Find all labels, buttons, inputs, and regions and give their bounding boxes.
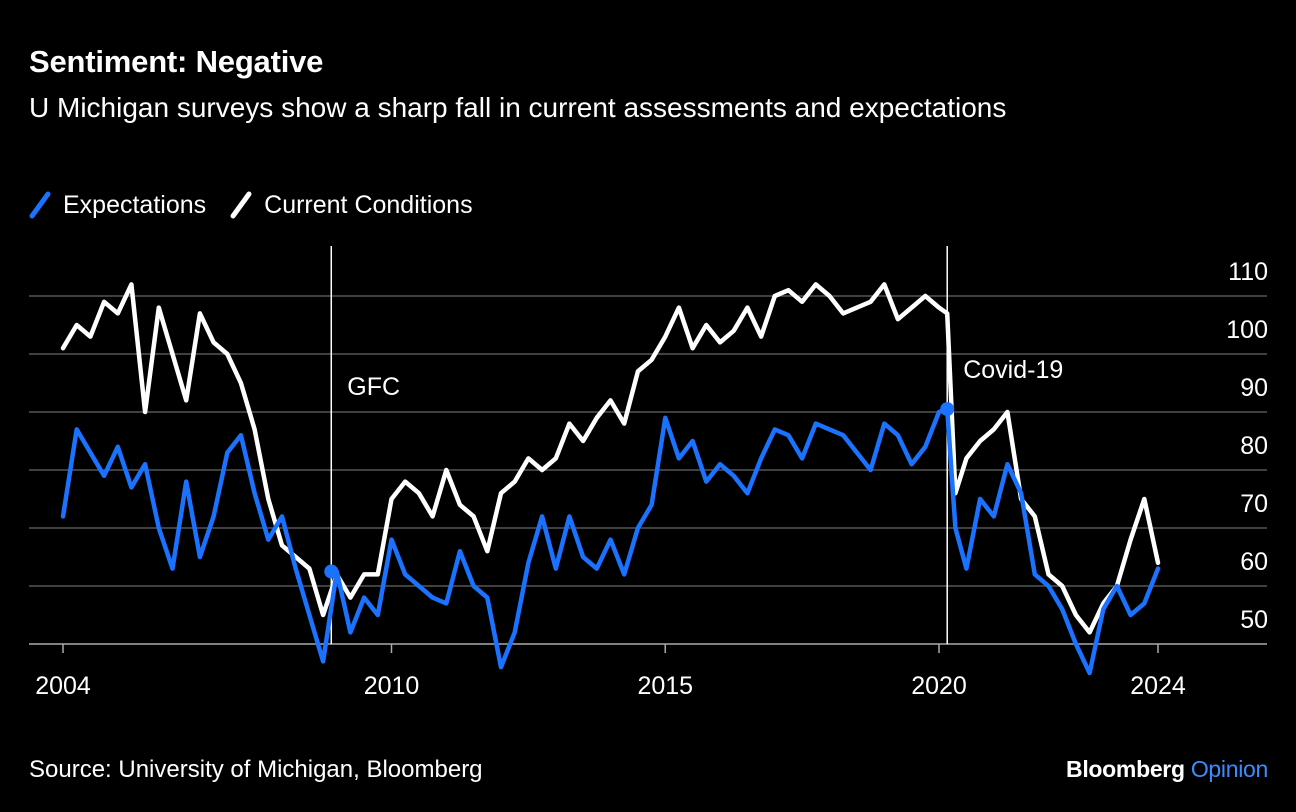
current-conditions-swatch-icon (230, 191, 252, 219)
legend-label-current-conditions: Current Conditions (264, 190, 473, 219)
y-tick-label: 90 (1240, 374, 1268, 402)
y-tick-label: 110 (1228, 258, 1268, 286)
annotation-label: Covid-19 (963, 356, 1063, 384)
brand-name: Bloomberg (1066, 756, 1185, 782)
brand-product: Opinion (1190, 756, 1268, 782)
chart-title: Sentiment: Negative (29, 44, 324, 79)
x-tick-label: 2004 (35, 672, 91, 700)
y-tick-label: 100 (1226, 316, 1268, 344)
y-tick-label: 80 (1240, 432, 1268, 460)
source-note: Source: University of Michigan, Bloomber… (29, 756, 483, 783)
legend-item-expectations: Expectations (29, 190, 206, 220)
current-conditions-line (60, 282, 1161, 635)
expectations-line (60, 406, 1161, 676)
y-tick-label: 60 (1240, 548, 1268, 576)
annotation-label: GFC (347, 373, 400, 401)
brand-logo: Bloomberg Opinion (1066, 756, 1268, 783)
legend-item-current-conditions: Current Conditions (230, 190, 473, 220)
legend: Expectations Current Conditions (29, 190, 497, 220)
x-tick-label: 2015 (637, 672, 693, 700)
annotation-marker (324, 564, 339, 579)
y-tick-label: 50 (1240, 606, 1268, 634)
expectations-swatch-icon (29, 191, 51, 219)
legend-label-expectations: Expectations (63, 190, 207, 219)
annotation-marker (940, 402, 955, 417)
chart-subtitle: U Michigan surveys show a sharp fall in … (29, 92, 1007, 123)
x-tick-label: 2024 (1130, 672, 1186, 700)
x-tick-label: 2020 (911, 672, 967, 700)
x-tick-label: 2010 (364, 672, 420, 700)
y-tick-label: 70 (1240, 490, 1268, 518)
